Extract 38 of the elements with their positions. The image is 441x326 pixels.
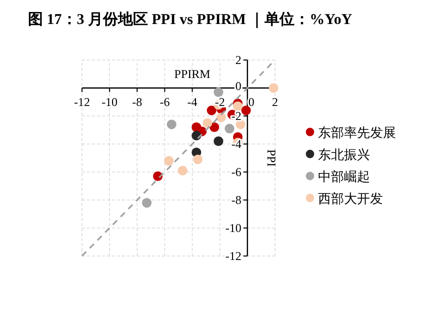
y-axis-title: PPI — [264, 149, 278, 167]
legend-label: 东北振兴 — [318, 148, 370, 163]
point — [193, 154, 203, 164]
legend-label: 东部率先发展 — [318, 125, 396, 141]
y-tick-label: 0 — [235, 79, 242, 93]
y-tick-label: -8 — [231, 193, 242, 207]
point — [206, 106, 216, 116]
point — [164, 156, 174, 166]
point — [166, 120, 176, 130]
point — [241, 106, 251, 116]
point — [178, 166, 188, 176]
point — [268, 83, 278, 93]
x-tick-label: -8 — [132, 95, 142, 109]
point — [214, 87, 224, 97]
x-tick-label: -10 — [102, 95, 118, 109]
legend-label: 西部大开发 — [318, 192, 383, 207]
point — [216, 112, 226, 122]
point — [214, 136, 224, 146]
x-tick-label: -2 — [214, 95, 225, 109]
x-tick-label: -4 — [187, 95, 198, 109]
y-tick-label: -10 — [225, 221, 242, 235]
point — [202, 118, 212, 128]
point — [142, 198, 152, 208]
point — [232, 101, 243, 111]
x-tick-label: -12 — [74, 95, 90, 109]
legend-label: 中部崛起 — [318, 170, 370, 185]
x-tick-label: 0 — [248, 95, 254, 109]
x-tick-label: -6 — [160, 95, 170, 109]
x-tick-label: 2 — [272, 95, 278, 109]
point — [224, 124, 234, 134]
x-axis-title: PPIRM — [174, 67, 211, 81]
y-tick-label: -6 — [231, 165, 242, 179]
y-tick-label: -12 — [225, 249, 242, 263]
point — [210, 122, 220, 132]
chart-title: 图 17：3 月份地区 PPI vs PPIRM ｜单位：%YoY — [28, 11, 352, 29]
y-tick-label: -4 — [231, 137, 242, 151]
y-tick-label: 2 — [235, 53, 242, 67]
point — [153, 171, 163, 181]
